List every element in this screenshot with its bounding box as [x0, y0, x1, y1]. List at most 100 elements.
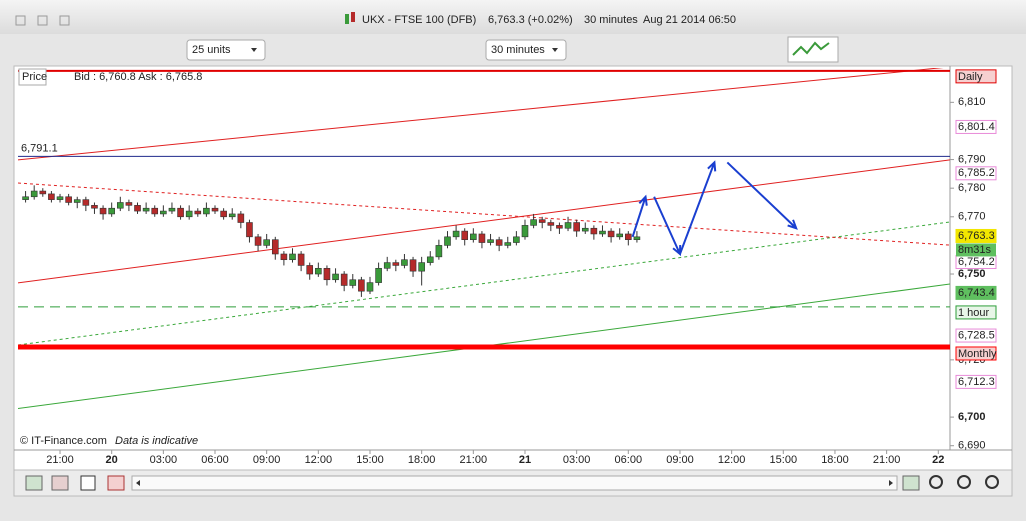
- candle-body: [246, 222, 253, 238]
- window-button[interactable]: [37, 15, 48, 26]
- candle-body: [82, 199, 90, 206]
- toolbar-icon[interactable]: [80, 475, 96, 491]
- candle-body: [142, 207, 150, 212]
- price-tag: [955, 119, 997, 134]
- candle-body: [599, 230, 606, 235]
- app-icon: [345, 14, 349, 24]
- candle-body: [444, 236, 451, 246]
- x-tick-label: 20: [106, 454, 118, 466]
- x-tick-label: 22: [932, 454, 944, 466]
- candle-body: [56, 196, 64, 200]
- level-tag: [955, 69, 997, 84]
- candle-body: [556, 225, 563, 229]
- price-tag-label: 6,743.4: [958, 287, 995, 299]
- candle-body: [487, 239, 494, 243]
- x-tick-label: 18:00: [821, 454, 849, 466]
- candle-body: [383, 262, 391, 269]
- price-tag-label: 6,728.5: [958, 329, 995, 341]
- candle-body: [30, 190, 38, 198]
- app-icon: [351, 12, 355, 22]
- candle-body: [48, 193, 55, 200]
- trendline: [18, 159, 950, 284]
- candle-body: [108, 207, 115, 215]
- forecast-arrow: [631, 194, 648, 238]
- scrollbar[interactable]: [131, 475, 898, 491]
- candle-body: [22, 196, 29, 200]
- price-tag: [955, 166, 997, 181]
- x-tick-label: 03:00: [150, 454, 178, 466]
- candle-body: [160, 210, 167, 215]
- toolbar-icon[interactable]: [107, 475, 125, 491]
- candle-body: [590, 227, 598, 235]
- price-tag-label: 6,754.2: [958, 256, 995, 268]
- candle-body: [73, 199, 81, 203]
- x-tick-label: 18:00: [408, 454, 436, 466]
- x-tick-label: 21:00: [46, 454, 74, 466]
- toolbar-icon[interactable]: [51, 475, 69, 491]
- window-quote: 6,763.3 (+0.02%): [488, 14, 573, 26]
- forecast-arrow: [726, 161, 798, 230]
- price-box: [18, 68, 47, 86]
- zoom-fit[interactable]: [929, 475, 943, 489]
- window-interval: 30 minutes: [584, 14, 638, 26]
- candle-body: [340, 273, 348, 286]
- x-tick-label: 06:00: [615, 454, 643, 466]
- overlay: 6,6906,7006,7206,7506,7706,7806,7906,810…: [21, 69, 997, 466]
- candle-body: [401, 259, 408, 266]
- window-button[interactable]: [15, 15, 26, 26]
- toolbar-icon[interactable]: [902, 475, 920, 491]
- x-tick-label: 21:00: [873, 454, 901, 466]
- x-tick-label: 12:00: [718, 454, 746, 466]
- candle-body: [409, 259, 417, 272]
- candle-body: [547, 222, 555, 226]
- window-button[interactable]: [59, 15, 70, 26]
- price-tag-label: 6,785.2: [958, 167, 995, 179]
- trendline: [18, 221, 950, 346]
- candle-body: [504, 242, 512, 246]
- candle-body: [426, 256, 434, 263]
- zoom-in[interactable]: [985, 475, 999, 489]
- x-tick-label: 21:00: [460, 454, 488, 466]
- price-tag: [955, 374, 997, 389]
- candle-body: [99, 207, 107, 215]
- candle-body: [65, 196, 72, 203]
- disclaimer: Data is indicative: [115, 435, 198, 447]
- candle-body: [418, 262, 425, 272]
- dropdown-arrow: [552, 48, 558, 52]
- interval-dropdown[interactable]: [485, 39, 567, 61]
- candle-body: [452, 230, 460, 238]
- candle-body: [220, 210, 227, 218]
- countdown-box: [956, 243, 996, 257]
- candle-body: [616, 233, 624, 238]
- x-tick-label: 03:00: [563, 454, 591, 466]
- x-tick-label: 09:00: [666, 454, 694, 466]
- candle-body: [297, 253, 305, 266]
- candle-body: [392, 262, 400, 266]
- candle-body: [177, 207, 184, 218]
- price-tag-label: 6,801.4: [958, 121, 995, 133]
- candle-body: [349, 279, 357, 286]
- x-tick-label: 06:00: [201, 454, 229, 466]
- candle-body: [521, 225, 529, 238]
- y-tick-label: 6,780: [958, 182, 986, 194]
- price-tag-label: 6,763.3: [958, 230, 995, 242]
- candle-body: [470, 233, 477, 240]
- units-dropdown[interactable]: [186, 39, 266, 61]
- chart-tools-button[interactable]: [787, 36, 839, 63]
- candle-body: [625, 233, 632, 240]
- zoom-out[interactable]: [957, 475, 971, 489]
- price-tag: [955, 285, 997, 300]
- candle-body: [263, 239, 270, 246]
- toolbar-icon[interactable]: [25, 475, 43, 491]
- candle-body: [478, 233, 486, 243]
- level-tag-label: 1 hour: [958, 307, 990, 319]
- level-tag: [955, 305, 997, 320]
- x-tick-label: 15:00: [356, 454, 384, 466]
- x-tick-label: 15:00: [770, 454, 798, 466]
- candle-body: [237, 213, 245, 223]
- candle-body: [564, 222, 572, 229]
- candle-body: [306, 265, 314, 275]
- candle-body: [254, 236, 262, 246]
- level-tag: [955, 346, 997, 361]
